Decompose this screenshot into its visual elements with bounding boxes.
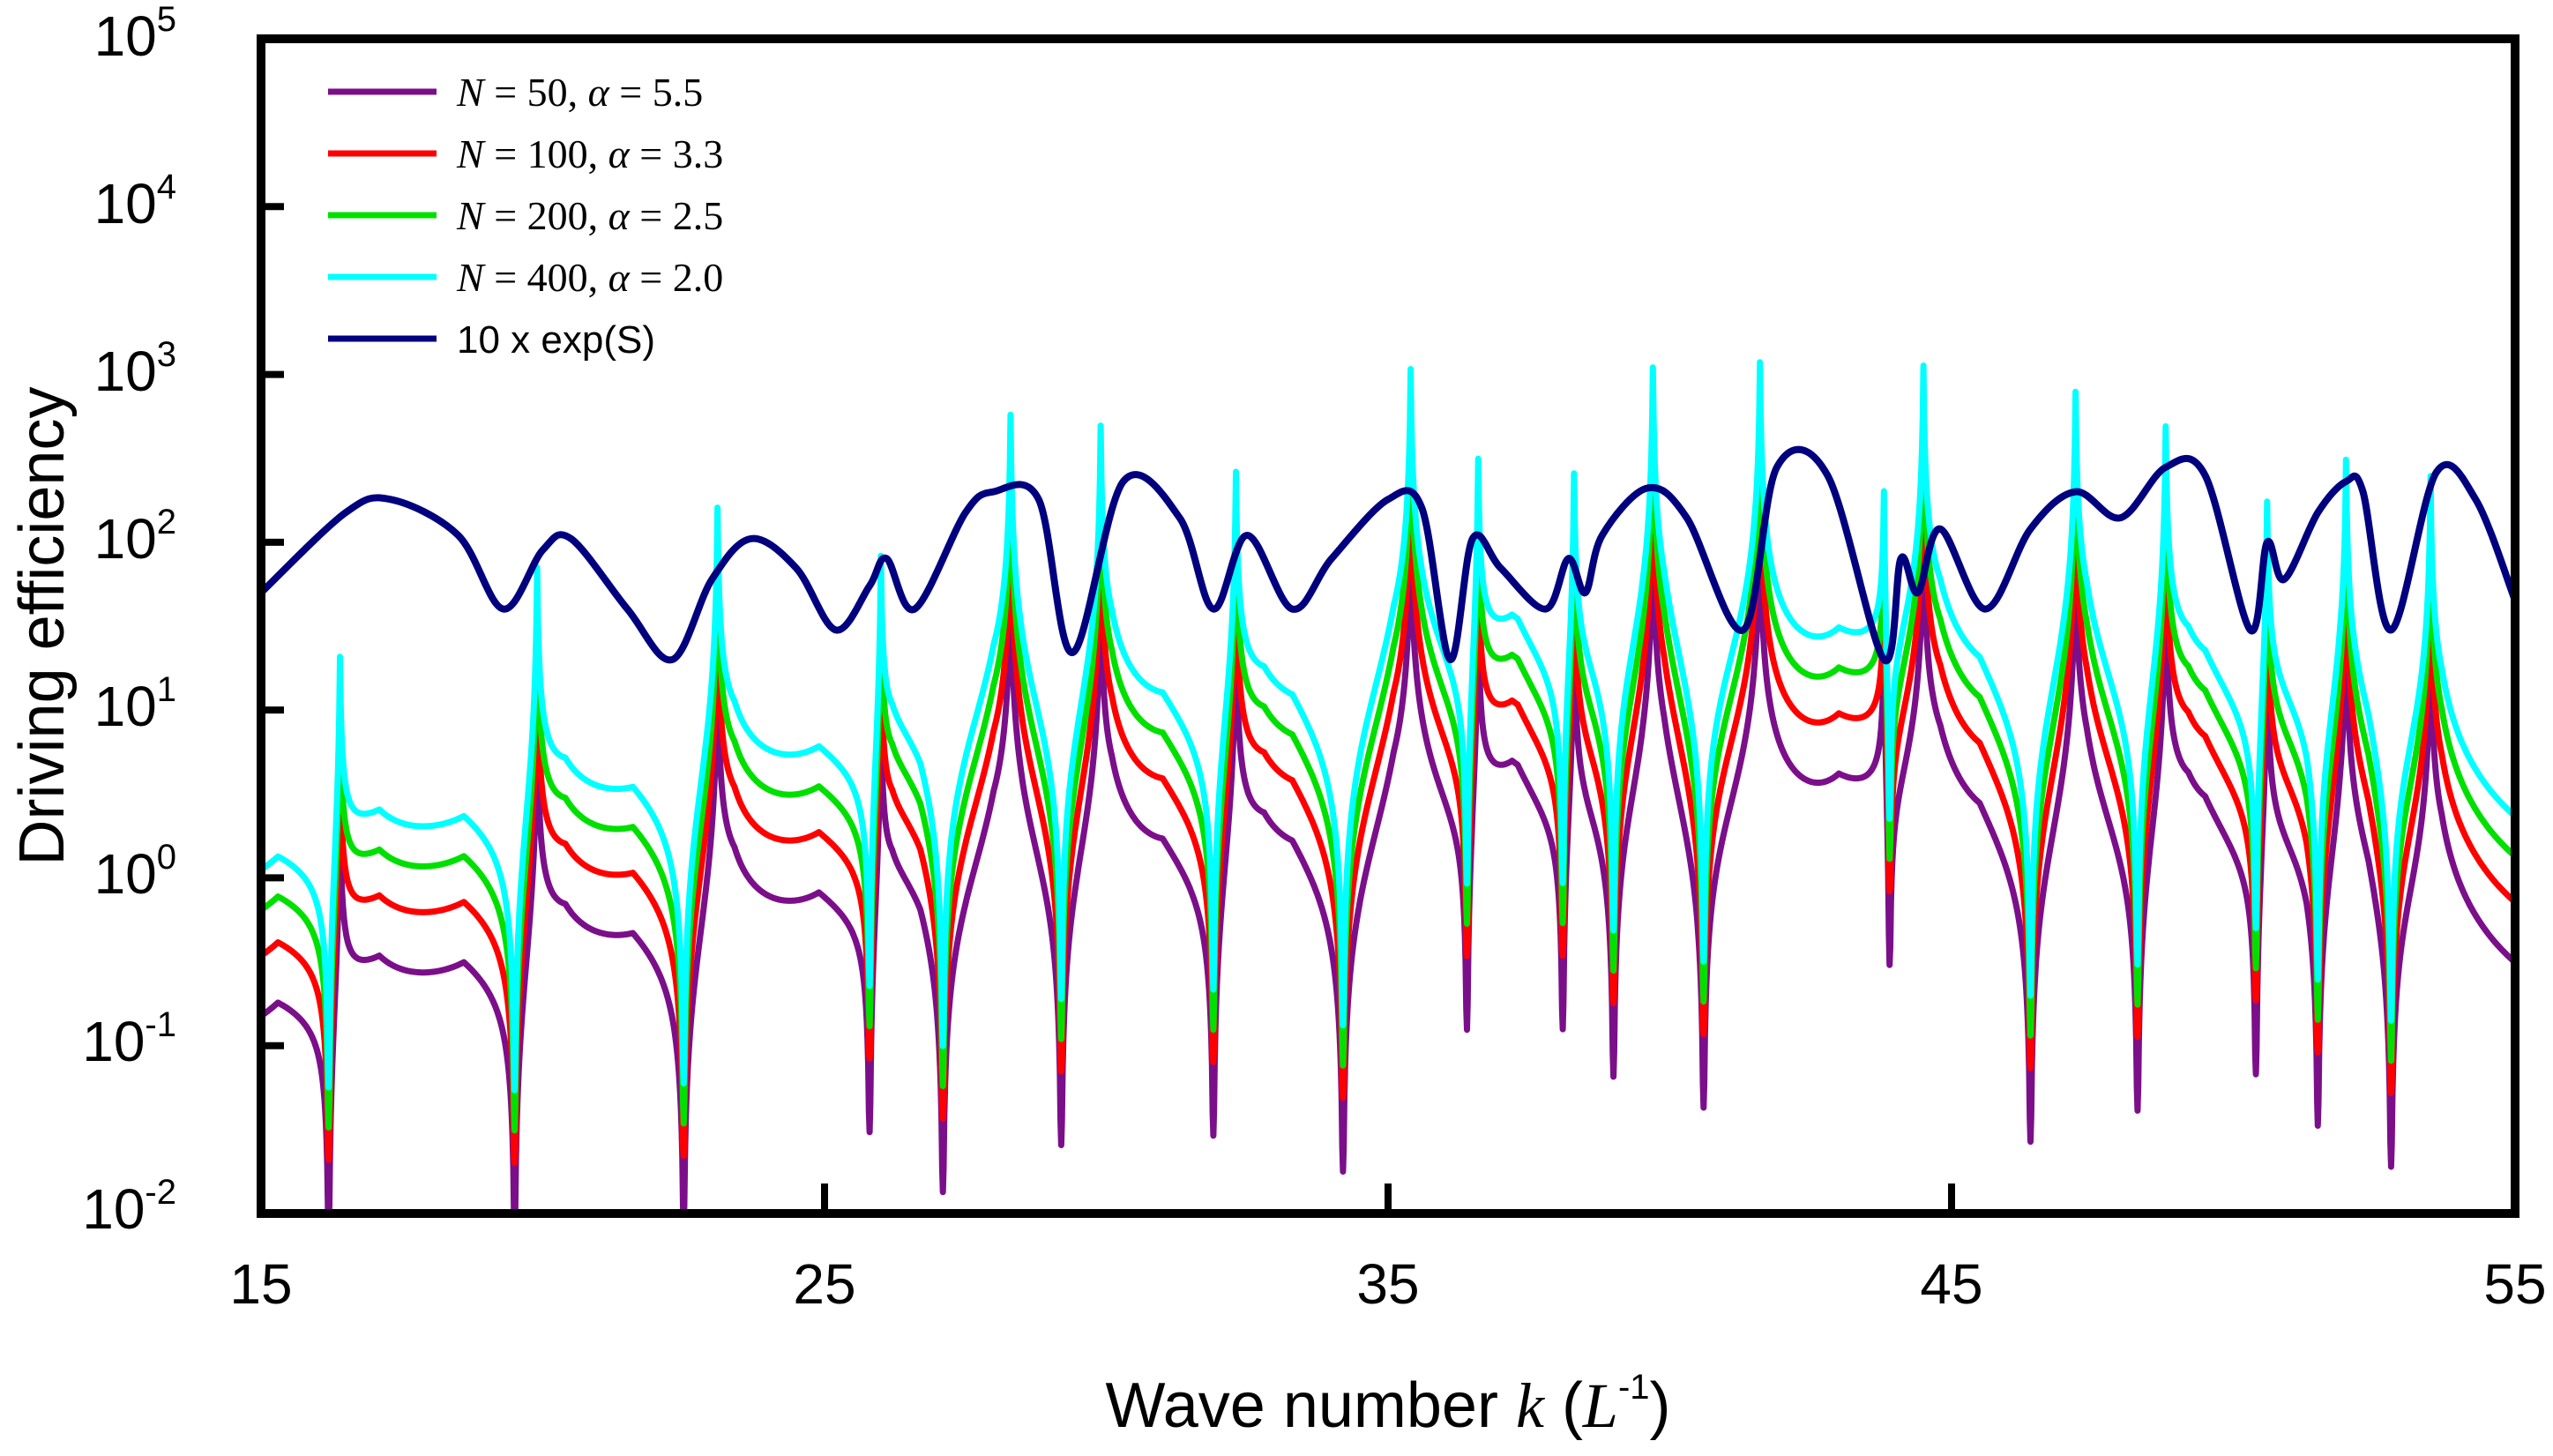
- y-tick-label-1e3: 103: [94, 335, 176, 403]
- series-line-2: [261, 444, 2515, 1167]
- envelope-line: [261, 445, 2515, 665]
- axis-ticks: [261, 35, 1955, 1217]
- y-tick-labels: 105 104 103 102 101 100 10-1 10-2: [82, 0, 176, 1241]
- x-tick-labels: 15 25 35 45 55: [229, 1252, 2546, 1316]
- x-tick-label-25: 25: [793, 1252, 855, 1316]
- y-tick-label-1e-2: 10-2: [82, 1173, 176, 1241]
- x-axis-title: Wave number k (L-1): [1105, 1368, 1670, 1441]
- x-tick-label-15: 15: [229, 1252, 292, 1316]
- y-tick-label-1e4: 104: [94, 168, 176, 235]
- x-tick-label-45: 45: [1920, 1252, 1982, 1316]
- legend-label-envelope: 10 x exp(S): [457, 318, 655, 362]
- x-tick-label-55: 55: [2483, 1252, 2546, 1316]
- legend: N = 50, α = 5.5 N = 100, α = 3.3 N = 200…: [328, 70, 723, 362]
- y-axis-title: Driving efficiency: [7, 387, 78, 866]
- y-tick-label-1e2: 102: [94, 503, 176, 571]
- legend-label-n200: N = 200, α = 2.5: [456, 193, 723, 238]
- y-tick-label-1e5: 105: [94, 0, 176, 68]
- legend-label-n50: N = 50, α = 5.5: [456, 70, 703, 115]
- y-tick-label-1e-1: 10-1: [82, 1005, 176, 1073]
- series-layer: [261, 359, 2515, 1213]
- y-tick-label-1e0: 100: [94, 838, 176, 906]
- legend-label-n100: N = 100, α = 3.3: [456, 131, 723, 176]
- legend-label-n400: N = 400, α = 2.0: [456, 255, 723, 300]
- x-tick-label-35: 35: [1356, 1252, 1419, 1316]
- series-line-4: [261, 359, 2515, 1094]
- y-tick-label-1e1: 101: [94, 670, 176, 738]
